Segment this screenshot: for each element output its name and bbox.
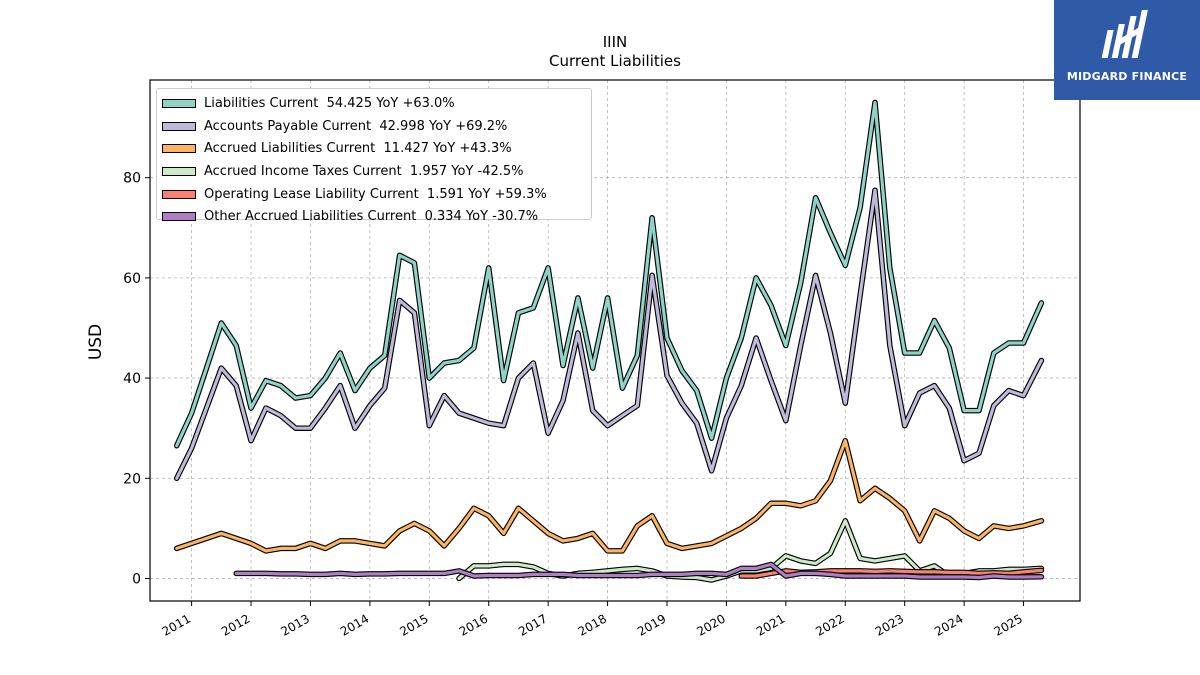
plot-area xyxy=(173,99,1045,583)
series-line xyxy=(175,100,1043,448)
legend-item: Accrued Liabilities Current 11.427 YoY +… xyxy=(162,137,591,160)
x-tick-label: 2015 xyxy=(397,611,430,638)
series-line-outline xyxy=(173,187,1045,482)
brand-logo: MIDGARD FINANCE xyxy=(1054,0,1200,100)
legend-swatch xyxy=(162,212,196,222)
x-axis: 2011 2012 2013 2014 2015 2016 2017 2018 2019 2020… xyxy=(160,601,1025,639)
x-tick-label: 2023 xyxy=(873,611,906,638)
series-line-outline xyxy=(173,437,1045,554)
x-tick-label: 2011 xyxy=(160,611,193,638)
series-line xyxy=(175,439,1043,553)
x-tick-label: 2016 xyxy=(457,611,490,638)
plot-frame xyxy=(149,79,1081,602)
y-tick-label: 40 xyxy=(123,371,141,387)
legend-label: Liabilities Current 54.425 YoY +63.0% xyxy=(204,95,455,111)
legend-swatch xyxy=(162,98,196,108)
x-tick-label: 2024 xyxy=(932,611,965,638)
series-liabilities-current xyxy=(173,99,1045,449)
series-accounts-payable-current xyxy=(173,187,1045,482)
x-tick-label: 2014 xyxy=(338,611,371,638)
legend-swatch xyxy=(162,121,196,131)
series-line xyxy=(175,188,1043,480)
x-tick-label: 2013 xyxy=(278,611,311,638)
legend-label: Accounts Payable Current 42.998 YoY +69.… xyxy=(204,118,508,134)
chart-legend: Liabilities Current 54.425 YoY +63.0% Acc… xyxy=(156,88,592,224)
x-tick-label: 2017 xyxy=(516,611,549,638)
legend-swatch xyxy=(162,189,196,199)
y-tick-label: 0 xyxy=(132,571,141,587)
series-accrued-liabilities-current xyxy=(173,437,1045,554)
legend-item: Liabilities Current 54.425 YoY +63.0% xyxy=(162,92,591,115)
x-tick-label: 2018 xyxy=(576,611,609,638)
legend-label: Accrued Liabilities Current 11.427 YoY +… xyxy=(204,141,512,157)
x-tick-label: 2022 xyxy=(813,611,846,638)
series-operating-lease-liability-current xyxy=(738,567,1045,579)
x-tick-label: 2019 xyxy=(635,611,668,638)
legend-item: Other Accrued Liabilities Current 0.334 … xyxy=(162,205,591,228)
y-tick-label: 80 xyxy=(123,171,141,187)
chart-title: IIIN xyxy=(602,33,628,51)
legend-swatch xyxy=(162,166,196,176)
x-tick-label: 2020 xyxy=(694,611,727,638)
legend-swatch xyxy=(162,144,196,154)
series-other-accrued-liabilities-current xyxy=(233,561,1045,581)
legend-item: Accounts Payable Current 42.998 YoY +69.… xyxy=(162,115,591,138)
y-tick-label: 20 xyxy=(123,471,141,487)
midgard-logo-icon xyxy=(1101,10,1148,58)
y-axis: 0 20 40 60 80 xyxy=(123,171,150,587)
chart-subtitle: Current Liabilities xyxy=(549,52,681,70)
legend-label: Other Accrued Liabilities Current 0.334 … xyxy=(204,209,539,225)
legend-item: Operating Lease Liability Current 1.591 … xyxy=(162,183,591,206)
series-line xyxy=(739,568,1043,578)
series-line xyxy=(234,562,1043,580)
x-tick-label: 2021 xyxy=(754,611,787,638)
y-axis-label: USD xyxy=(86,324,106,360)
legend-label: Accrued Income Taxes Current 1.957 YoY -… xyxy=(204,163,524,179)
legend-label: Operating Lease Liability Current 1.591 … xyxy=(204,186,547,202)
y-tick-label: 60 xyxy=(123,271,141,287)
x-tick-label: 2012 xyxy=(219,611,252,638)
x-tick-label: 2025 xyxy=(992,611,1025,638)
brand-name: MIDGARD FINANCE xyxy=(1066,70,1188,83)
legend-item: Accrued Income Taxes Current 1.957 YoY -… xyxy=(162,160,591,183)
